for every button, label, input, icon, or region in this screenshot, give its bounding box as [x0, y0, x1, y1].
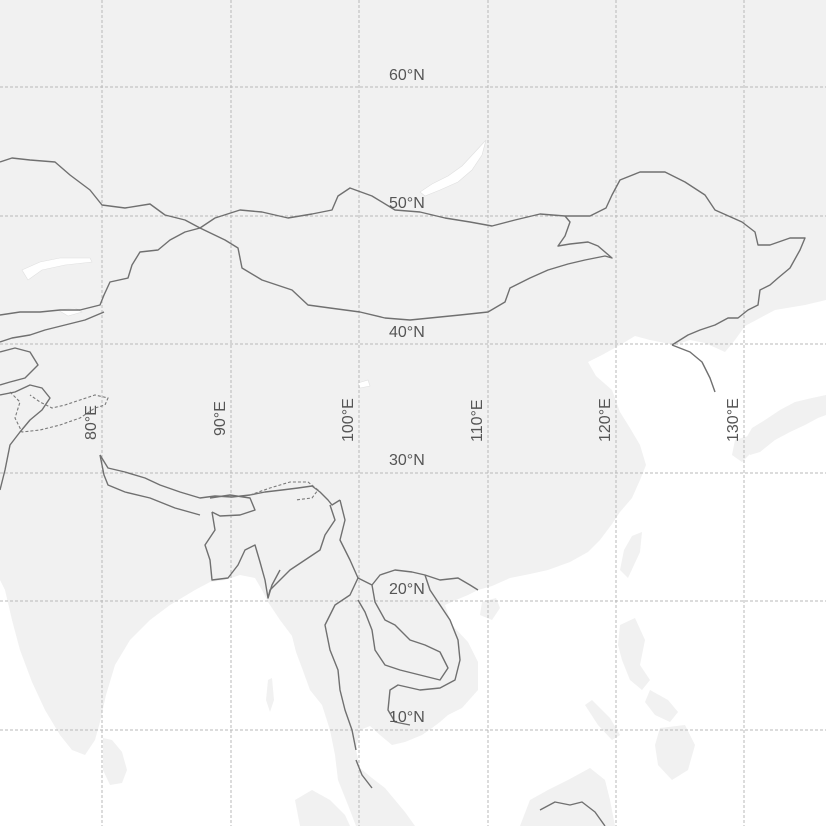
- land-borneo: [520, 768, 615, 826]
- land-mindanao: [655, 725, 695, 780]
- land-hainan: [480, 598, 500, 620]
- border-borneo: [539, 801, 606, 826]
- latitude-labels: 60°N 50°N 40°N 30°N 20°N 10°N: [389, 67, 425, 726]
- border-kyrgyz-china: [0, 311, 105, 343]
- border-afghan-pakistan: [0, 384, 51, 491]
- border-laos: [357, 584, 449, 681]
- border-kazakhstan-china: [0, 227, 201, 316]
- border-mongolia-china: [199, 215, 613, 321]
- border-korea: [671, 344, 716, 393]
- borders-layer: [0, 157, 806, 826]
- land-andaman: [266, 678, 274, 712]
- land-taiwan: [620, 532, 642, 578]
- lake-balkhash: [21, 257, 93, 281]
- border-bhutan: [209, 494, 256, 517]
- land-sumatra: [295, 790, 350, 826]
- border-vietnam: [387, 574, 461, 726]
- land-japan: [745, 395, 826, 455]
- longitude-labels: 80°E 90°E 100°E 110°E 120°E 130°E: [83, 398, 742, 442]
- lat-label-50n: 50°N: [389, 195, 425, 212]
- border-tajik-afghan: [0, 347, 39, 386]
- lat-label-20n: 20°N: [389, 581, 425, 598]
- lake-baikal: [419, 139, 487, 197]
- lat-label-30n: 30°N: [389, 452, 425, 469]
- land-kyushu: [732, 436, 752, 462]
- lon-label-130e: 130°E: [725, 398, 742, 442]
- lat-label-60n: 60°N: [389, 67, 425, 84]
- disputed-borders: [9, 391, 319, 501]
- border-arunachal-disputed: [249, 481, 319, 501]
- border-myanmar-china: [339, 499, 479, 591]
- border-india-myanmar: [267, 504, 336, 599]
- land-luzon: [618, 618, 650, 690]
- lon-label-110e: 110°E: [469, 399, 486, 442]
- lon-label-120e: 120°E: [597, 398, 614, 442]
- lon-label-90e: 90°E: [212, 401, 229, 436]
- lon-label-80e: 80°E: [83, 405, 100, 440]
- border-bangladesh: [204, 511, 281, 599]
- lat-label-10n: 10°N: [389, 709, 425, 726]
- border-thai-malay: [355, 759, 373, 789]
- land-visayas: [645, 690, 678, 722]
- lat-label-40n: 40°N: [389, 324, 425, 341]
- lon-label-100e: 100°E: [340, 398, 357, 442]
- land-kamchatka-tip: [818, 245, 826, 260]
- land-sri-lanka: [103, 738, 127, 785]
- land-palawan: [585, 700, 620, 740]
- border-myanmar-thailand: [324, 577, 359, 751]
- border-nepal-india: [99, 454, 201, 516]
